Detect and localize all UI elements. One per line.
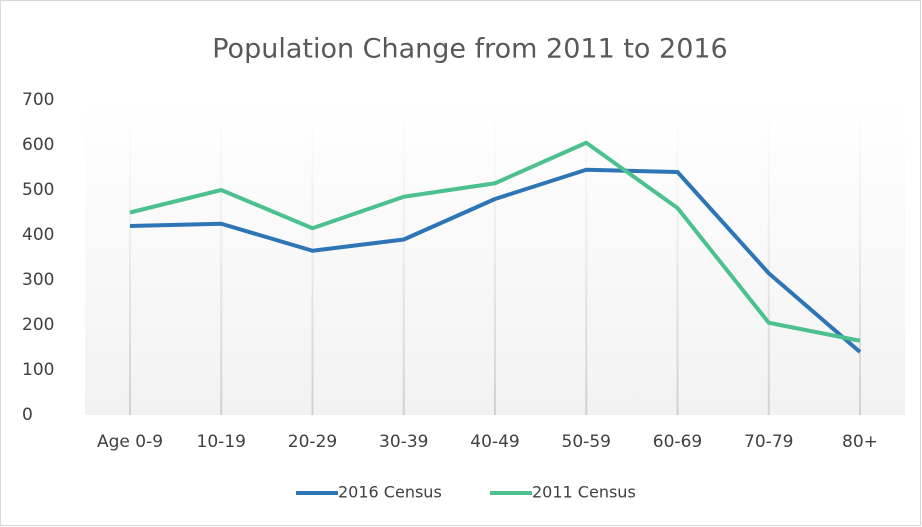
x-tick-label: 40-49: [470, 432, 519, 452]
y-tick-label: 500: [22, 180, 54, 200]
category-grid-line: [220, 100, 223, 415]
y-tick-label: 700: [22, 90, 54, 110]
category-grid-line: [767, 100, 770, 415]
category-grid-line: [585, 100, 588, 415]
y-tick-label: 100: [22, 360, 54, 380]
legend-label: 2016 Census: [338, 483, 442, 502]
category-grid-line: [311, 100, 314, 415]
category-grid-line: [129, 100, 131, 415]
x-tick-label: 60-69: [653, 432, 702, 452]
y-tick-label: 300: [22, 270, 54, 290]
series-line: [129, 140, 861, 343]
category-grid-line: [859, 100, 861, 415]
category-grid-line: [494, 100, 496, 415]
category-grid-line: [402, 100, 405, 415]
x-tick-label: Age 0-9: [97, 432, 163, 452]
y-tick-label: 0: [22, 405, 33, 425]
y-tick-label: 200: [22, 315, 54, 335]
x-tick-label: 50-59: [562, 432, 611, 452]
y-tick-label: 600: [22, 135, 54, 155]
x-tick-label: 80+: [842, 432, 878, 452]
x-tick-label: 20-29: [288, 432, 337, 452]
legend-label: 2011 Census: [532, 483, 636, 502]
chart-title: Population Change from 2011 to 2016: [212, 34, 728, 65]
y-tick-label: 400: [22, 225, 54, 245]
x-tick-label: 30-39: [379, 432, 428, 452]
x-tick-label: 10-19: [197, 432, 246, 452]
x-tick-label: 70-79: [744, 432, 793, 452]
category-grid-line: [676, 100, 679, 415]
series-line: [129, 167, 862, 354]
